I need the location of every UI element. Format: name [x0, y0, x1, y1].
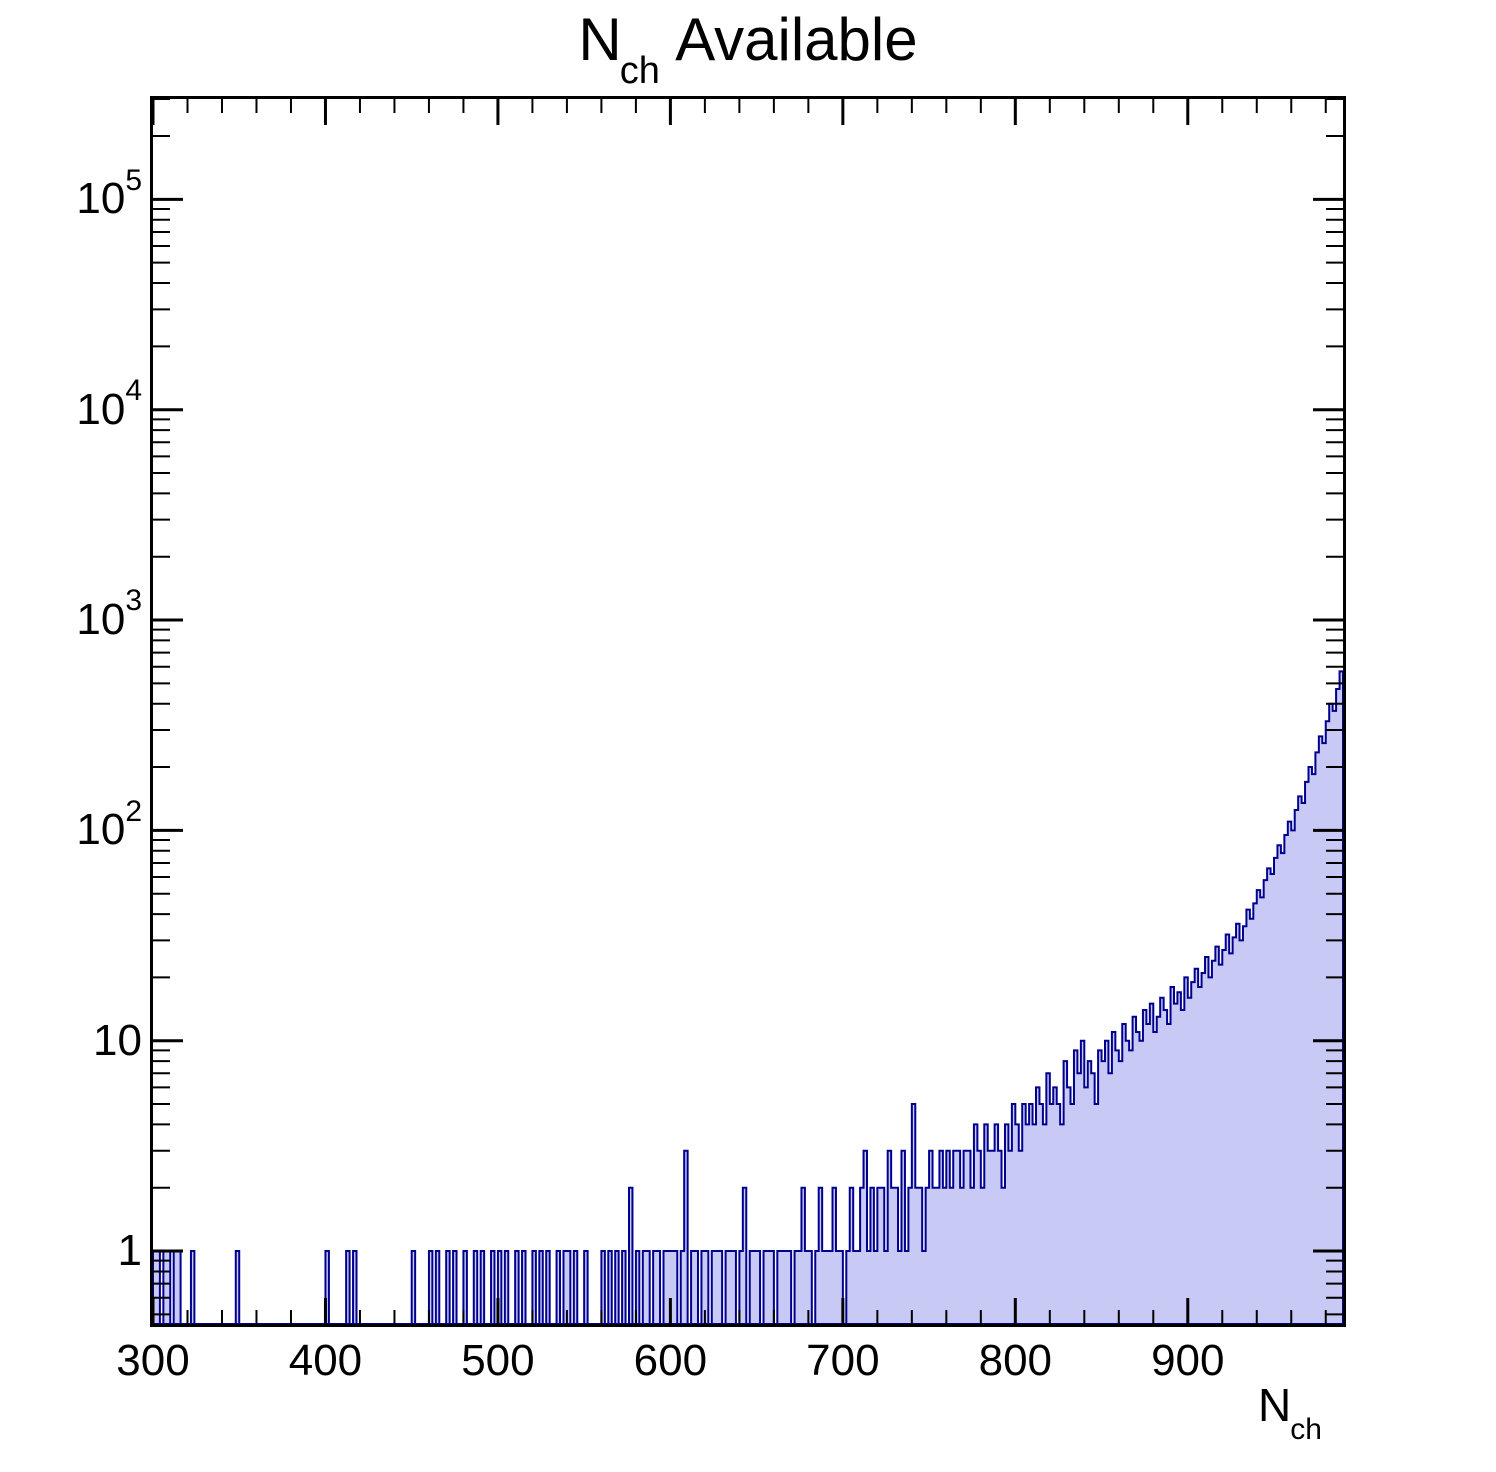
x-axis-tick-label: 400	[288, 1336, 363, 1385]
y-axis-tick-label: 1	[118, 1226, 142, 1276]
x-axis-tick-label: 900	[1151, 1336, 1225, 1385]
y-tick-base: 1	[117, 1226, 142, 1276]
x-axis-tick-label: 700	[806, 1336, 880, 1385]
plot-frame	[150, 96, 1346, 1327]
x-axis-title: Nch	[1258, 1378, 1323, 1445]
y-tick-base: 10	[76, 384, 126, 434]
y-tick-base: 10	[93, 1015, 142, 1065]
x-axis-tick-label: 800	[978, 1336, 1053, 1385]
page-title: Nch Available	[0, 4, 1496, 90]
y-axis-tick-label: 105	[76, 165, 142, 224]
x-axis-tick-label: 600	[633, 1336, 708, 1385]
y-axis-tick-label: 10	[93, 1016, 142, 1066]
x-axis-tick-label: 500	[461, 1336, 535, 1385]
title-main: N	[578, 6, 622, 73]
title-subscript: ch	[619, 50, 660, 92]
axis-ticks	[153, 99, 1343, 1324]
y-tick-exponent: 4	[125, 374, 142, 408]
y-tick-base: 10	[76, 805, 126, 855]
y-tick-base: 10	[76, 174, 126, 224]
title-rest: Available	[661, 6, 918, 73]
x-axis-tick-label: 300	[116, 1336, 190, 1385]
y-axis-tick-labels: 1 10 102 103 104 105	[0, 0, 142, 1472]
y-tick-exponent: 3	[125, 584, 142, 618]
y-axis-tick-label: 102	[76, 796, 142, 855]
y-tick-exponent: 2	[125, 794, 142, 828]
x-axis-title-main: N	[1258, 1379, 1292, 1431]
y-tick-base: 10	[76, 595, 126, 645]
y-axis-tick-label: 103	[76, 586, 142, 645]
y-axis-tick-label: 104	[76, 376, 142, 435]
histogram-series	[153, 670, 1343, 1324]
histogram-path	[153, 670, 1343, 1324]
y-tick-exponent: 5	[125, 163, 142, 197]
x-axis-title-subscript: ch	[1290, 1413, 1322, 1447]
